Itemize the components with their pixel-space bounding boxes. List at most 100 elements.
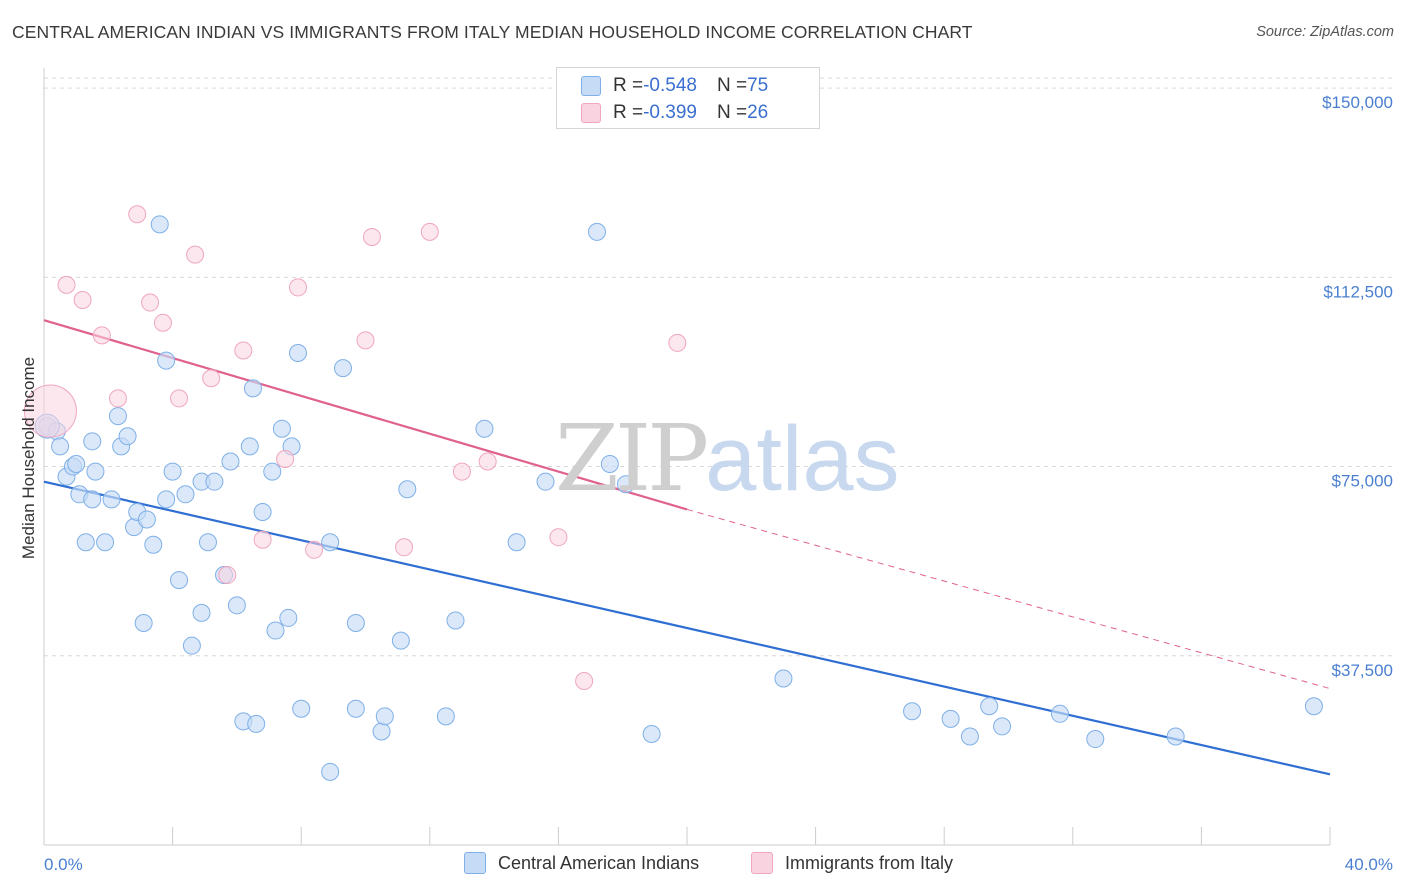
- legend-label: Central American Indians: [498, 852, 700, 873]
- data-point: [587, 222, 606, 241]
- watermark: ZIPatlas: [555, 405, 900, 512]
- legend-n-value: 75: [747, 75, 769, 96]
- data-point: [436, 707, 455, 726]
- grid-lines: [44, 77, 1395, 657]
- data-point: [128, 205, 147, 224]
- y-tick-label: $75,000: [1332, 472, 1393, 491]
- data-point: [292, 699, 311, 718]
- data-point: [276, 449, 295, 468]
- data-point: [536, 472, 555, 491]
- data-point: [1304, 697, 1323, 716]
- series-legend: Central American Indians Immigrants from…: [0, 852, 1406, 876]
- stats-legend: R = -0.548 N = 75 R = -0.399 N = 26: [556, 67, 820, 129]
- data-point: [170, 389, 189, 408]
- legend-n-value: 26: [747, 102, 769, 123]
- data-point: [205, 472, 224, 491]
- legend-r-label: R =: [613, 75, 644, 96]
- data-point: [253, 502, 272, 521]
- legend-n-label: N =: [716, 102, 748, 123]
- legend-n-label: N =: [716, 75, 748, 96]
- data-point: [96, 533, 115, 552]
- data-point: [321, 533, 340, 552]
- data-point: [83, 432, 102, 451]
- data-point: [141, 293, 160, 312]
- chart-title: CENTRAL AMERICAN INDIAN VS IMMIGRANTS FR…: [12, 22, 973, 42]
- axes: [43, 68, 1331, 846]
- data-point: [186, 245, 205, 264]
- data-point: [240, 437, 259, 456]
- data-point: [23, 384, 77, 438]
- data-point: [234, 341, 253, 360]
- legend-swatch-pink: [581, 103, 601, 123]
- data-point: [398, 480, 417, 499]
- data-point: [993, 717, 1012, 736]
- legend-item-immigrants-from-italy: Immigrants from Italy: [751, 852, 953, 874]
- data-point: [960, 727, 979, 746]
- data-point: [272, 419, 291, 438]
- data-point: [247, 714, 266, 733]
- legend-r-label: R =: [613, 102, 644, 123]
- data-point: [134, 613, 153, 632]
- data-point: [616, 475, 635, 494]
- data-point: [452, 462, 471, 481]
- data-point: [346, 613, 365, 632]
- trend-line-extension: [686, 508, 1331, 690]
- data-point: [57, 275, 76, 294]
- y-tick-label: $112,500: [1323, 282, 1393, 301]
- data-point: [118, 427, 137, 446]
- data-point: [668, 333, 687, 352]
- data-point: [362, 227, 381, 246]
- data-point: [478, 452, 497, 471]
- y-tick-label: $37,500: [1332, 661, 1393, 680]
- watermark-zip: ZIP: [555, 405, 709, 512]
- data-point: [375, 707, 394, 726]
- data-point: [221, 452, 240, 471]
- data-point: [288, 344, 307, 363]
- data-point: [83, 490, 102, 509]
- data-point: [642, 724, 661, 743]
- data-point: [279, 608, 298, 627]
- data-point: [549, 528, 568, 547]
- data-point: [170, 571, 189, 590]
- data-point: [1050, 704, 1069, 723]
- data-point: [157, 351, 176, 370]
- y-axis-label: Median Household Income: [19, 357, 38, 559]
- data-point: [475, 419, 494, 438]
- data-point: [137, 510, 156, 529]
- data-point: [263, 462, 282, 481]
- data-point: [182, 636, 201, 655]
- x-tick-label: 0.0%: [44, 855, 83, 874]
- y-tick-label: $150,000: [1322, 93, 1393, 112]
- tick-labels: $37,500 $75,000 $112,500 $150,000 0.0% 40.0%: [44, 93, 1393, 874]
- data-point: [774, 669, 793, 688]
- source-text: Source: ZipAtlas.com: [1256, 24, 1394, 40]
- data-point: [391, 631, 410, 650]
- legend-row-central-american: R = -0.548 N = 75: [581, 75, 768, 97]
- legend-swatch-blue: [464, 852, 486, 874]
- data-point: [51, 437, 70, 456]
- legend-swatch-pink: [751, 852, 773, 874]
- data-point: [176, 485, 195, 504]
- data-point: [108, 389, 127, 408]
- data-point: [356, 331, 375, 350]
- data-point: [288, 278, 307, 297]
- data-point: [333, 359, 352, 378]
- x-tick-label: 40.0%: [1345, 855, 1393, 874]
- data-point: [446, 611, 465, 630]
- legend-label: Immigrants from Italy: [785, 852, 954, 873]
- data-point: [198, 533, 217, 552]
- trend-line: [43, 319, 688, 511]
- data-point: [507, 533, 526, 552]
- data-point: [1086, 730, 1105, 749]
- data-point: [305, 540, 324, 559]
- series-immigrants-from-italy: [23, 205, 687, 691]
- data-point: [346, 699, 365, 718]
- data-point: [144, 535, 163, 554]
- data-point: [92, 326, 111, 345]
- data-points: [23, 205, 1323, 781]
- data-point: [321, 762, 340, 781]
- data-point: [253, 530, 272, 549]
- data-point: [192, 603, 211, 622]
- trend-lines: [43, 319, 1331, 776]
- watermark-atlas: atlas: [705, 408, 900, 510]
